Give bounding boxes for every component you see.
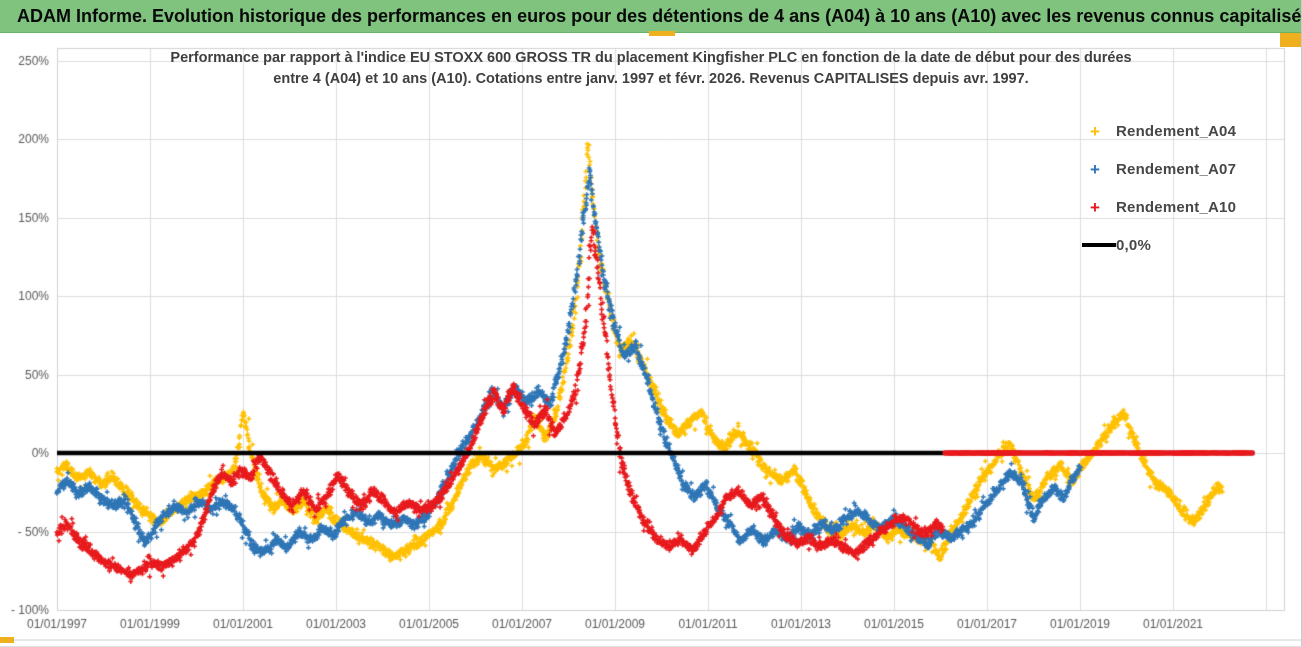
plus-marker-icon: + (1090, 159, 1100, 179)
chart-bottom-border (0, 639, 1301, 641)
chart-frame: Performance par rapport à l'indice EU ST… (0, 31, 1301, 646)
legend-item-rendement-a10[interactable]: + Rendement_A10 (1082, 195, 1282, 219)
legend-label: Rendement_A04 (1116, 122, 1237, 140)
chart-legend: + Rendement_A04 + Rendement_A07 + Rendem… (1082, 119, 1282, 271)
legend-label: 0,0% (1116, 236, 1151, 254)
legend-item-rendement-a04[interactable]: + Rendement_A04 (1082, 119, 1282, 143)
legend-item-zero-line[interactable]: 0,0% (1082, 233, 1282, 257)
legend-label: Rendement_A07 (1116, 160, 1237, 178)
selection-handle-top-mid[interactable] (649, 31, 675, 36)
chart-title-line1: Performance par rapport à l'indice EU ST… (170, 50, 1132, 66)
zero-line-swatch-icon (1082, 243, 1116, 247)
report-title-bar: ADAM Informe. Evolution historique des p… (0, 0, 1302, 33)
selection-handle-top-right[interactable] (1280, 33, 1301, 47)
plus-marker-icon: + (1090, 197, 1100, 217)
selection-handle-bottom-left[interactable] (0, 637, 14, 643)
report-title: ADAM Informe. Evolution historique des p… (17, 6, 1302, 26)
chart-title-line2: entre 4 (A04) et 10 ans (A10). Cotations… (273, 71, 1029, 87)
chart-title: Performance par rapport à l'indice EU ST… (0, 48, 1301, 90)
performance-scatter-plot[interactable] (0, 33, 1301, 646)
plus-marker-icon: + (1090, 121, 1100, 141)
legend-label: Rendement_A10 (1116, 198, 1237, 216)
legend-item-rendement-a07[interactable]: + Rendement_A07 (1082, 157, 1282, 181)
